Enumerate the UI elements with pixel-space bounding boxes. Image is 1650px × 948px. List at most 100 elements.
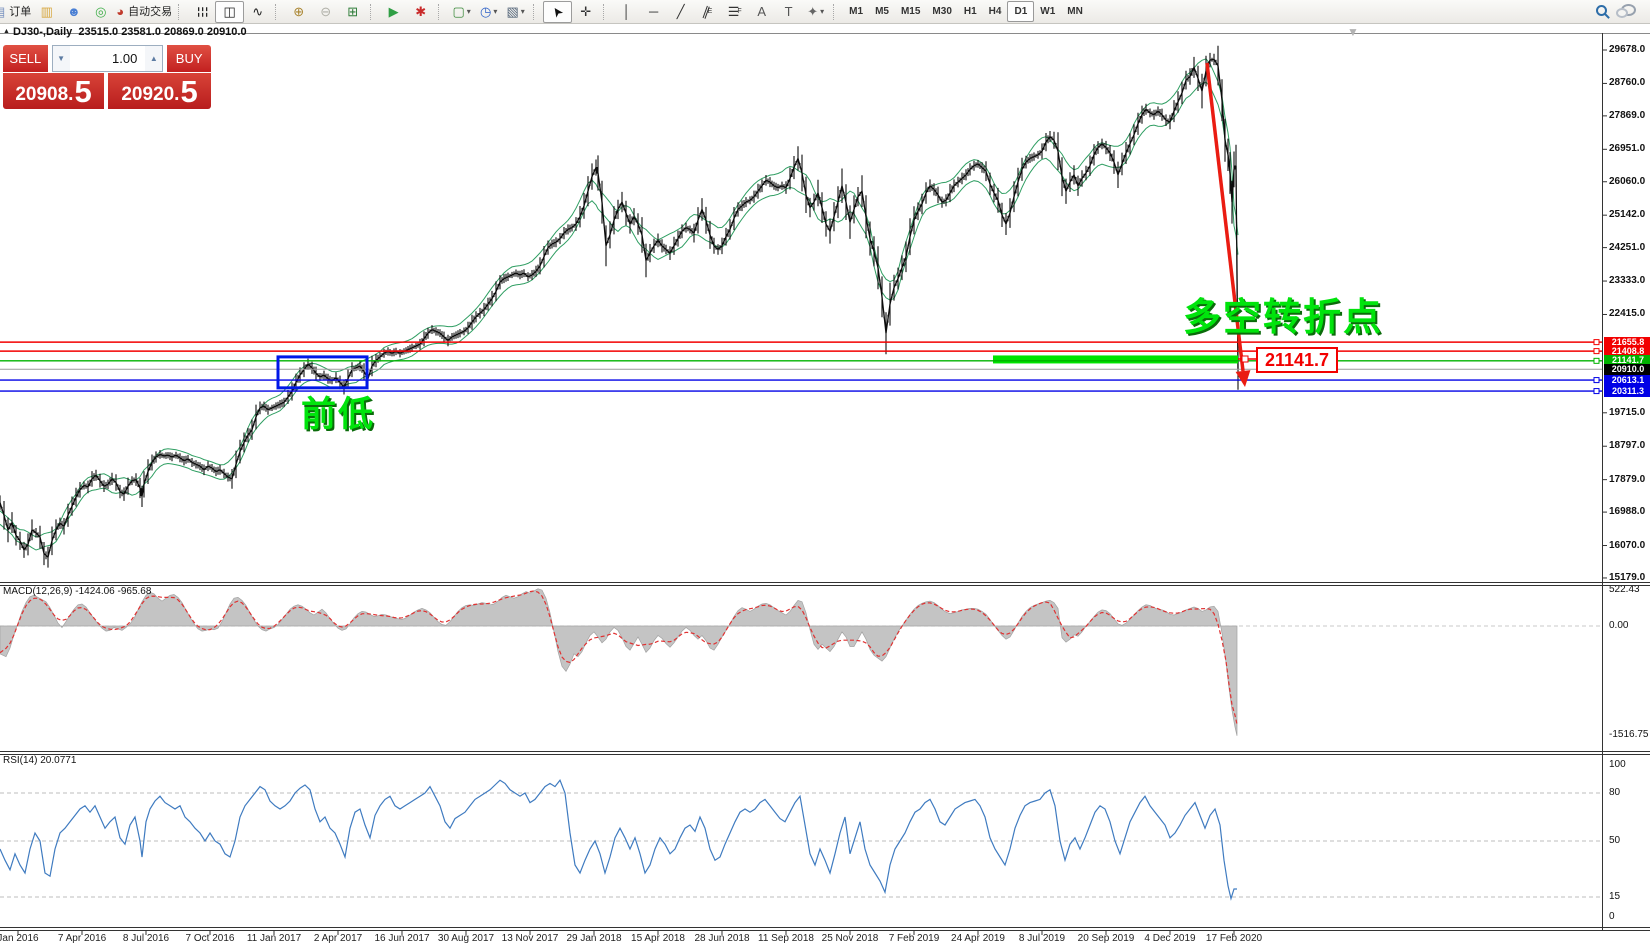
text-button[interactable]: A: [748, 2, 775, 22]
channel-button-sub: E: [707, 7, 713, 15]
tf-m15[interactable]: M15: [895, 2, 926, 21]
macd-tick-max: 522.43: [1609, 583, 1640, 595]
turning-point-annotation[interactable]: 多空转折点: [1183, 297, 1384, 339]
level-price-label-21655.8[interactable]: 21655.8: [1604, 336, 1650, 348]
price-tag-annotation[interactable]: 21141.7: [1256, 347, 1338, 373]
periods-icon: ◷: [479, 3, 492, 19]
line-handle[interactable]: [1593, 388, 1600, 395]
volume-stepper[interactable]: ▼ 1.00 ▲: [51, 45, 164, 72]
dropdown-caret-icon[interactable]: ▾: [466, 6, 471, 16]
level-price-label-21141.7[interactable]: 21141.7: [1604, 355, 1650, 367]
date-label: 11 Sep 2018: [758, 933, 814, 944]
volume-up-icon[interactable]: ▲: [145, 46, 163, 71]
tile-windows-button[interactable]: ⊞: [339, 2, 366, 22]
price-tick-17879.0: 17879.0: [1609, 473, 1646, 485]
crash-arrow[interactable]: [1205, 62, 1245, 372]
zoom-in-button[interactable]: ⊕: [285, 2, 312, 22]
buy-price-big-digit: 5: [180, 74, 198, 109]
dropdown-caret-icon[interactable]: ▾: [820, 6, 825, 16]
buy-price[interactable]: 20920. 5: [108, 73, 211, 109]
price-tick-25142.0: 25142.0: [1609, 209, 1646, 221]
cursor-button[interactable]: ➤: [543, 0, 573, 23]
line-handle[interactable]: [1593, 377, 1600, 384]
dropdown-caret-icon[interactable]: ▾: [493, 6, 498, 16]
search-icon: [1596, 4, 1607, 16]
volume-value[interactable]: 1.00: [112, 51, 138, 66]
vertical-line-button[interactable]: │: [613, 2, 640, 22]
horizontal-line-button[interactable]: ─: [640, 2, 667, 22]
autoscroll-button[interactable]: ▶: [380, 2, 407, 22]
consolidation-rectangle[interactable]: [276, 355, 369, 390]
trendline-button[interactable]: ╱: [667, 2, 694, 22]
tf-m1-label: M1: [849, 6, 864, 17]
new-chart-button[interactable]: ▢ ▾: [448, 2, 475, 22]
toolbar-separator: [370, 3, 377, 20]
tf-h4[interactable]: H4: [983, 2, 1008, 21]
crosshair-button[interactable]: ✛: [572, 2, 599, 22]
level-price-label-20613.1[interactable]: 20613.1: [1604, 374, 1650, 386]
tf-d1[interactable]: D1: [1007, 1, 1035, 22]
buy-button[interactable]: BUY: [167, 45, 211, 72]
tf-m1[interactable]: M1: [843, 2, 869, 21]
sell-price[interactable]: 20908. 5: [3, 73, 104, 109]
support-highlight-bar[interactable]: [993, 355, 1238, 364]
level-price-label-20311.3[interactable]: 20311.3: [1604, 385, 1650, 397]
chart-title: ▲ DJ30-,Daily 23515.0 23581.0 20869.0 209…: [3, 26, 247, 38]
line-handle[interactable]: [1593, 348, 1600, 355]
volume-down-icon[interactable]: ▼: [52, 46, 70, 71]
tf-mn[interactable]: MN: [1061, 2, 1089, 21]
price-tick-23333.0: 23333.0: [1609, 275, 1646, 287]
fibonacci-button[interactable]: ☰ F: [721, 2, 748, 22]
current-price-label: 20910.0: [1604, 363, 1650, 375]
sell-price-big-digit: 5: [74, 74, 92, 109]
signals-button[interactable]: ◎: [87, 2, 114, 22]
line-handle[interactable]: [1593, 357, 1600, 364]
rsi-tick-80: 80: [1609, 787, 1621, 798]
sell-button[interactable]: SELL: [3, 45, 48, 72]
tf-h1[interactable]: H1: [958, 2, 983, 21]
tf-h4-label: H4: [988, 6, 1002, 17]
sell-price-main: 20908.: [15, 84, 74, 105]
level-price-label-21408.8[interactable]: 21408.8: [1604, 345, 1650, 357]
date-label: 15 Apr 2018: [631, 933, 685, 944]
arrows-icon: ✦: [807, 3, 819, 19]
arrows-button[interactable]: ✦ ▾: [802, 2, 829, 22]
dropdown-caret-icon[interactable]: ▾: [520, 6, 525, 16]
toolbar-separator: [178, 3, 185, 20]
toolbar-separator: [275, 3, 282, 20]
zoom-out-button[interactable]: ⊖: [312, 2, 339, 22]
date-label: 17 Feb 2020: [1205, 933, 1263, 944]
chart-shift-marker-icon[interactable]: ▼: [1347, 25, 1359, 39]
history-center-button[interactable]: ▥: [33, 2, 60, 22]
line-handle[interactable]: [1593, 339, 1600, 346]
text-label-icon: T: [784, 3, 793, 19]
price-tag-handle[interactable]: [1241, 355, 1249, 363]
toolbar-right-group: [1596, 3, 1650, 21]
date-label: 2 Apr 2017: [313, 933, 363, 944]
date-label: 25 Nov 2018: [821, 933, 879, 944]
autotrade-button[interactable]: ◕ 自动交易: [114, 2, 174, 22]
rsi-tick-15: 15: [1609, 891, 1621, 902]
templates-button[interactable]: ▧ ▾: [502, 2, 529, 22]
community-button[interactable]: ☻: [60, 2, 87, 22]
chat-button[interactable]: [1616, 3, 1636, 21]
tf-w1[interactable]: W1: [1034, 2, 1061, 21]
new-order-button[interactable]: ▤ 订单: [0, 2, 33, 22]
chart-shift-button[interactable]: ✱: [407, 2, 434, 22]
tf-m30[interactable]: M30: [926, 2, 957, 21]
line-chart-button[interactable]: ∿: [244, 2, 271, 22]
search-button[interactable]: [1596, 3, 1607, 21]
text-label-button[interactable]: T: [775, 2, 802, 22]
candles-chart-button[interactable]: ◫: [215, 0, 245, 23]
channel-button[interactable]: ∥ E: [694, 2, 721, 22]
macd-tick-min: -1516.75: [1609, 729, 1649, 741]
price-tick-15179.0: 15179.0: [1609, 571, 1646, 583]
line-chart-icon: ∿: [252, 3, 264, 19]
periods-button[interactable]: ◷ ▾: [475, 2, 502, 22]
previous-low-annotation[interactable]: 前低: [301, 395, 376, 434]
main-toolbar: ▤订单▥☻◎◕自动交易☷◫∿⊕⊖⊞▶✱▢▾◷▾▧▾➤✛│─╱∥E☰FAT✦▾M1…: [0, 0, 1650, 24]
macd-label: MACD(12,26,9) -1424.06 -965.68: [3, 586, 152, 597]
tf-m5[interactable]: M5: [869, 2, 895, 21]
text-icon: A: [757, 3, 766, 19]
